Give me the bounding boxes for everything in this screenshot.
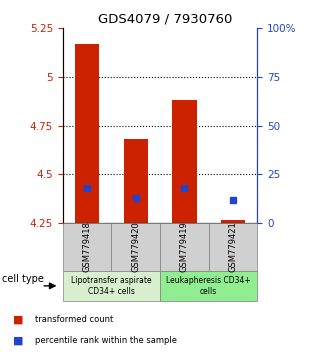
Text: ■: ■ xyxy=(13,315,24,325)
Text: Lipotransfer aspirate
CD34+ cells: Lipotransfer aspirate CD34+ cells xyxy=(71,276,152,296)
Bar xyxy=(221,219,245,223)
Text: GSM779421: GSM779421 xyxy=(229,222,238,272)
Bar xyxy=(172,101,197,223)
Text: ■: ■ xyxy=(13,336,24,346)
Text: cell type: cell type xyxy=(2,274,44,285)
Text: GSM779419: GSM779419 xyxy=(180,222,189,272)
Text: GDS4079 / 7930760: GDS4079 / 7930760 xyxy=(98,12,232,25)
Bar xyxy=(75,44,99,223)
Text: percentile rank within the sample: percentile rank within the sample xyxy=(35,336,177,344)
Text: Leukapheresis CD34+
cells: Leukapheresis CD34+ cells xyxy=(166,276,251,296)
Text: GSM779418: GSM779418 xyxy=(82,222,91,272)
Bar xyxy=(123,139,148,223)
Text: GSM779420: GSM779420 xyxy=(131,222,140,272)
Text: transformed count: transformed count xyxy=(35,315,113,324)
